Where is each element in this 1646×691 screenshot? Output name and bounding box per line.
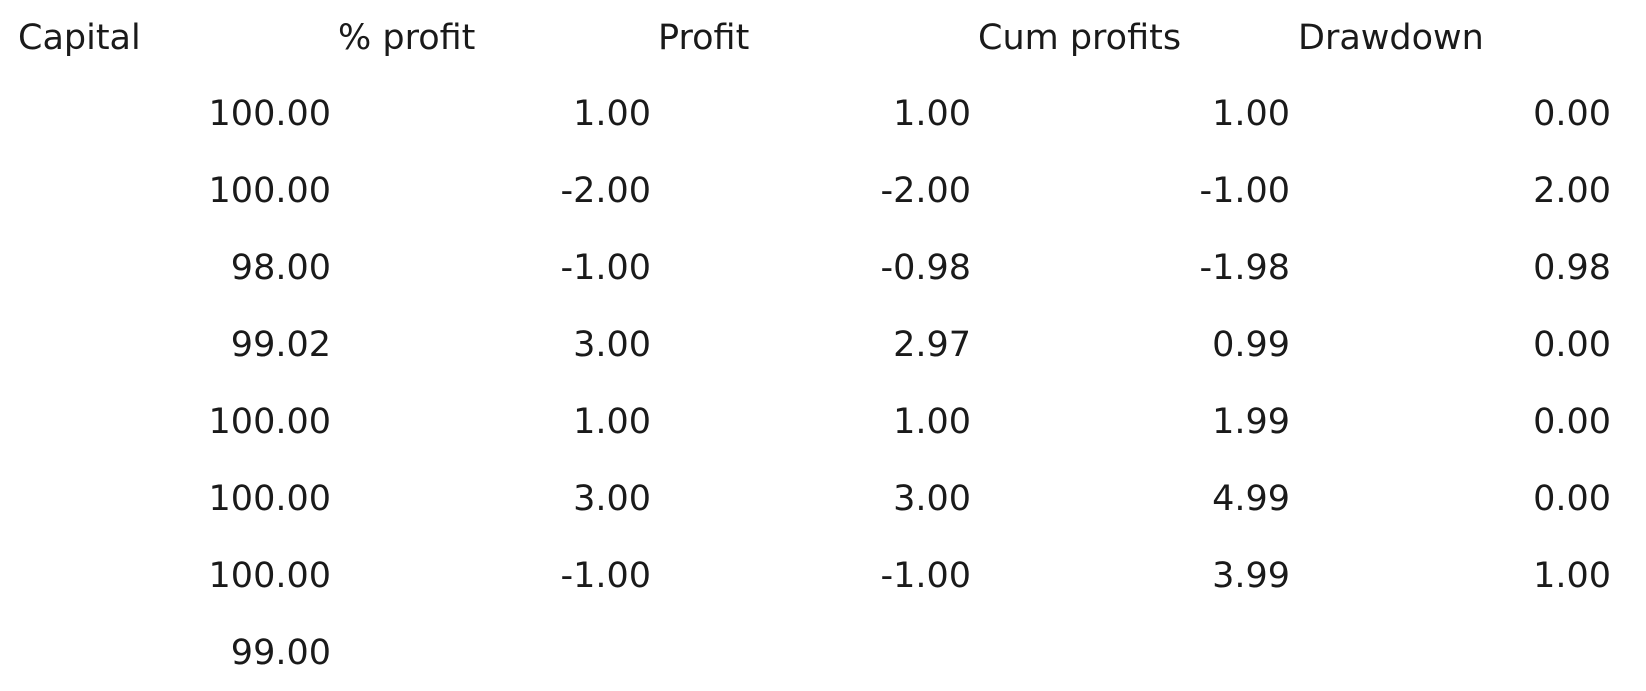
cell-drawdown: 0.98 (1533, 247, 1611, 288)
cell-cum-profits: -1.98 (1199, 247, 1290, 288)
table-header-row: Capital % profit Profit Cum profits Draw… (0, 0, 1646, 75)
table-row: 99.00 (0, 614, 1646, 691)
cell-cum-profits: 4.99 (1212, 478, 1290, 519)
table-row: 99.02 3.00 2.97 0.99 0.00 (0, 306, 1646, 383)
cell-percent-profit: -2.00 (560, 170, 651, 211)
cell-cum-profits: -1.00 (1199, 170, 1290, 211)
header-profit: Profit (658, 17, 750, 58)
cell-profit: -1.00 (880, 555, 971, 596)
table-row: 98.00 -1.00 -0.98 -1.98 0.98 (0, 229, 1646, 306)
cell-profit: 1.00 (893, 401, 971, 442)
cell-profit: 2.97 (893, 324, 971, 365)
cell-percent-profit: 3.00 (573, 478, 651, 519)
cell-capital: 99.02 (230, 324, 331, 365)
cell-percent-profit: 3.00 (573, 324, 651, 365)
cell-capital: 100.00 (208, 478, 331, 519)
cell-drawdown: 0.00 (1533, 401, 1611, 442)
header-drawdown: Drawdown (1298, 17, 1484, 58)
cell-capital: 98.00 (230, 247, 331, 288)
header-capital: Capital (18, 17, 141, 58)
table-row: 100.00 1.00 1.00 1.00 0.00 (0, 75, 1646, 152)
cell-percent-profit: 1.00 (573, 93, 651, 134)
cell-capital: 100.00 (208, 555, 331, 596)
cell-cum-profits: 1.99 (1212, 401, 1290, 442)
table-row: 100.00 3.00 3.00 4.99 0.00 (0, 460, 1646, 537)
cell-percent-profit: 1.00 (573, 401, 651, 442)
table-row: 100.00 1.00 1.00 1.99 0.00 (0, 383, 1646, 460)
cell-profit: -0.98 (880, 247, 971, 288)
header-percent-profit: % profit (338, 17, 476, 58)
cell-drawdown: 1.00 (1533, 555, 1611, 596)
cell-drawdown: 2.00 (1533, 170, 1611, 211)
cell-capital: 99.00 (230, 632, 331, 673)
cell-capital: 100.00 (208, 93, 331, 134)
cell-cum-profits: 3.99 (1212, 555, 1290, 596)
cell-cum-profits: 1.00 (1212, 93, 1290, 134)
cell-profit: 1.00 (893, 93, 971, 134)
cell-drawdown: 0.00 (1533, 478, 1611, 519)
header-cum-profits: Cum profits (978, 17, 1182, 58)
cell-drawdown: 0.00 (1533, 93, 1611, 134)
table-row: 100.00 -1.00 -1.00 3.99 1.00 (0, 537, 1646, 614)
cell-capital: 100.00 (208, 401, 331, 442)
cell-percent-profit: -1.00 (560, 247, 651, 288)
table-row: 100.00 -2.00 -2.00 -1.00 2.00 (0, 152, 1646, 229)
cell-percent-profit: -1.00 (560, 555, 651, 596)
cell-profit: -2.00 (880, 170, 971, 211)
cell-capital: 100.00 (208, 170, 331, 211)
cell-cum-profits: 0.99 (1212, 324, 1290, 365)
cell-profit: 3.00 (893, 478, 971, 519)
cell-drawdown: 0.00 (1533, 324, 1611, 365)
